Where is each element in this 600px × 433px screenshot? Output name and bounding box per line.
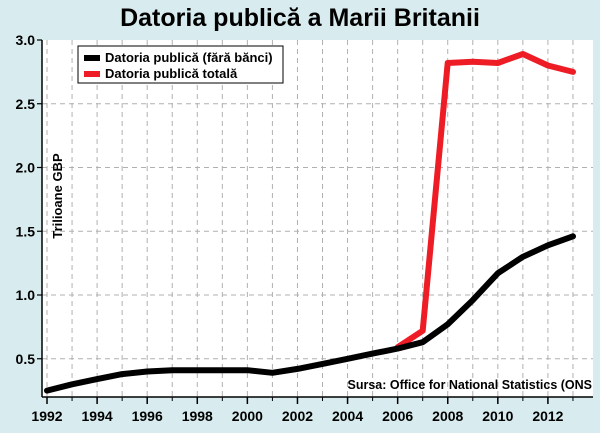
- series-line-0: [44, 233, 576, 394]
- y-tick-label: 0.5: [16, 351, 36, 367]
- legend: Datoria publică (fără bănci) Datoria pub…: [77, 45, 284, 84]
- y-axis-label: Trilioane GBP: [50, 153, 65, 239]
- x-tick-label: 2008: [432, 408, 463, 424]
- legend-label-series-0: Datoria publică (fără bănci): [105, 50, 273, 65]
- x-tick-label: 1998: [182, 408, 213, 424]
- y-tick-label: 3.0: [16, 32, 36, 48]
- axis-layer: 0.5 1.0 1.5 2.0 2.5 3.0 1992 1994 1996 1998 2000 20…: [16, 32, 593, 424]
- source-note: Sursa: Office for National Statistics (O…: [348, 378, 593, 392]
- chart-title: Datoria publică a Marii Britanii: [120, 4, 480, 32]
- x-tick-label: 2002: [282, 408, 313, 424]
- plot-area: [42, 40, 593, 397]
- x-tick-label: 1994: [82, 408, 113, 424]
- legend-box: [77, 45, 284, 84]
- x-tick-label: 1996: [132, 408, 163, 424]
- x-tick-label: 2000: [232, 408, 263, 424]
- x-tick-label: 1992: [31, 408, 62, 424]
- series-layer: [44, 51, 576, 394]
- y-tick-label: 2.0: [16, 160, 36, 176]
- series-line-1: [394, 51, 576, 351]
- x-tick-label: 2006: [382, 408, 413, 424]
- y-tick-label: 1.0: [16, 287, 36, 303]
- x-tick-label: 2012: [532, 408, 563, 424]
- grid-layer: [42, 40, 593, 397]
- x-tick-label: 2004: [332, 408, 363, 424]
- legend-label-series-1: Datoria publică totală: [105, 66, 238, 81]
- y-tick-label: 2.5: [16, 96, 36, 112]
- x-tick-label: 2010: [482, 408, 513, 424]
- y-tick-label: 1.5: [16, 223, 36, 239]
